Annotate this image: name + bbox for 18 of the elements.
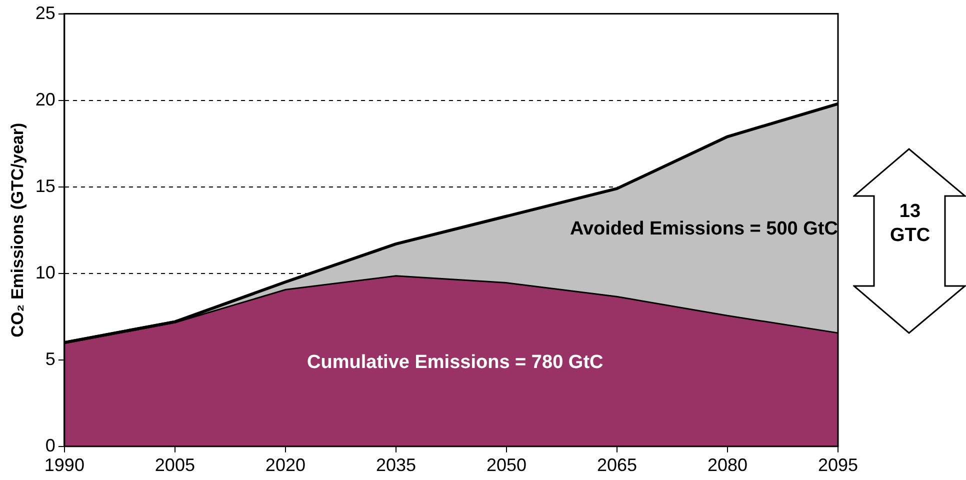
text: 13 GTC [888,200,932,248]
x-tick-label: 2095 [818,455,858,476]
x-tick-label: 2065 [596,455,637,476]
x-tick-label: 2020 [265,455,306,476]
x-tick-label: 2080 [707,455,748,476]
y-tick-label: 15 [35,176,56,196]
y-tick-label: 20 [35,89,56,110]
x-tick-label: 2050 [486,455,526,476]
x-tick-label: 2005 [154,455,195,476]
annotation: Avoided Emissions = 500 GtC [570,218,838,240]
annotation: Cumulative Emissions = 780 GtC [307,352,604,373]
x-tick-label: 2035 [376,455,416,476]
y-tick-label: 10 [35,262,56,282]
y-axis-title: CO₂ Emissions (GTC/year) [8,122,27,338]
x-tick-label: 1990 [44,455,84,476]
y-tick-label: 25 [35,2,56,23]
y-tick-label: 0 [45,435,56,456]
y-tick-label: 5 [45,348,56,369]
